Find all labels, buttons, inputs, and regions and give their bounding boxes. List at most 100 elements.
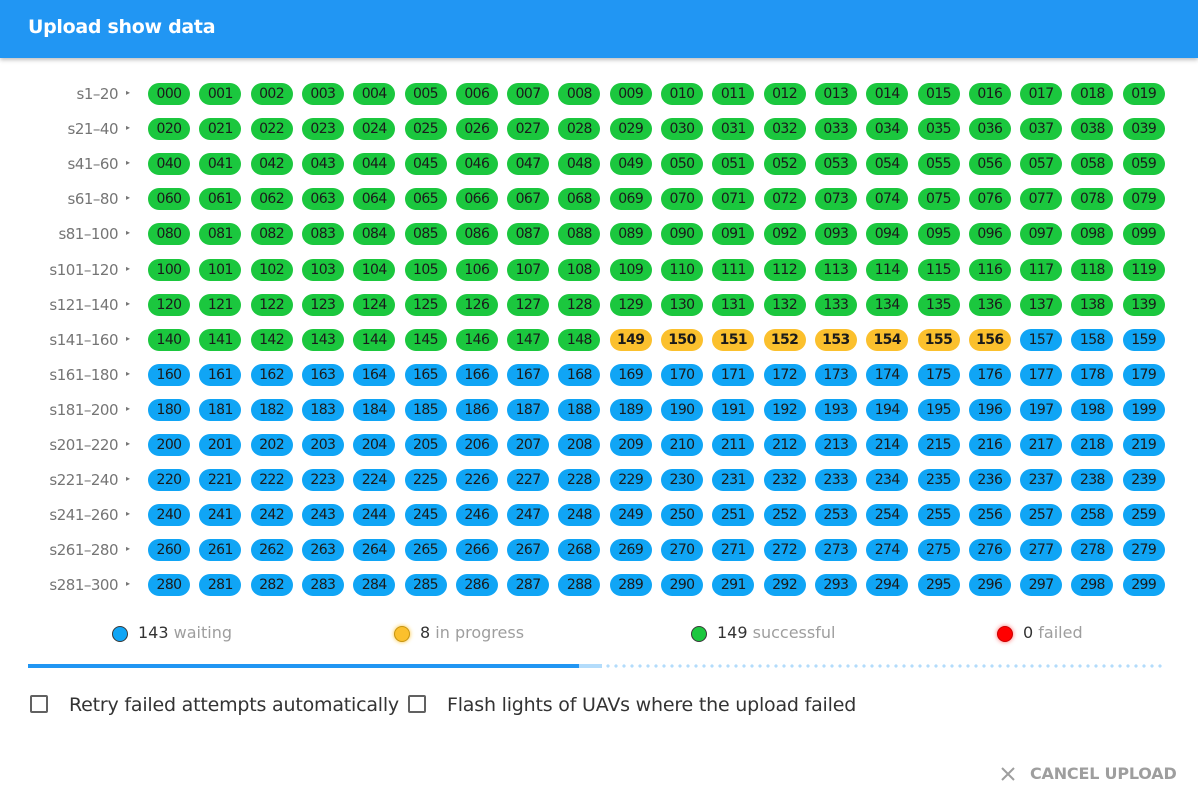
uav-chip[interactable]: 114 bbox=[866, 258, 909, 281]
uav-chip[interactable]: 256 bbox=[968, 504, 1011, 527]
uav-chip[interactable]: 267 bbox=[507, 539, 550, 562]
uav-chip[interactable]: 257 bbox=[1020, 504, 1063, 527]
uav-chip[interactable]: 191 bbox=[712, 398, 755, 421]
uav-chip[interactable]: 073 bbox=[814, 188, 857, 211]
uav-chip[interactable]: 145 bbox=[404, 328, 447, 351]
uav-chip[interactable]: 041 bbox=[199, 153, 242, 176]
uav-chip[interactable]: 033 bbox=[814, 118, 857, 141]
uav-chip[interactable]: 196 bbox=[968, 398, 1011, 421]
uav-chip[interactable]: 275 bbox=[917, 539, 960, 562]
uav-chip[interactable]: 046 bbox=[455, 153, 498, 176]
triangle-right-icon[interactable]: ▸ bbox=[126, 368, 131, 378]
uav-chip[interactable]: 069 bbox=[609, 188, 652, 211]
uav-chip[interactable]: 084 bbox=[353, 223, 396, 246]
uav-chip[interactable]: 120 bbox=[148, 293, 190, 316]
uav-chip[interactable]: 165 bbox=[404, 363, 447, 386]
uav-chip[interactable]: 166 bbox=[455, 363, 498, 386]
uav-chip[interactable]: 193 bbox=[814, 398, 857, 421]
uav-chip[interactable]: 125 bbox=[404, 293, 447, 316]
uav-chip[interactable]: 209 bbox=[609, 434, 652, 456]
uav-chip[interactable]: 054 bbox=[866, 153, 909, 176]
uav-chip[interactable]: 021 bbox=[199, 118, 242, 141]
uav-chip[interactable]: 079 bbox=[1122, 188, 1165, 211]
uav-chip[interactable]: 049 bbox=[609, 153, 652, 176]
uav-chip[interactable]: 181 bbox=[199, 398, 242, 421]
uav-chip[interactable]: 025 bbox=[404, 118, 447, 141]
uav-chip[interactable]: 237 bbox=[1020, 469, 1063, 492]
uav-chip[interactable]: 018 bbox=[1071, 83, 1114, 105]
uav-chip[interactable]: 111 bbox=[712, 258, 755, 281]
uav-chip[interactable]: 265 bbox=[404, 539, 447, 562]
uav-chip[interactable]: 097 bbox=[1020, 223, 1063, 246]
uav-chip[interactable]: 185 bbox=[404, 398, 447, 421]
uav-chip[interactable]: 208 bbox=[558, 434, 601, 456]
uav-chip[interactable]: 174 bbox=[866, 363, 909, 386]
uav-chip[interactable]: 059 bbox=[1122, 153, 1165, 176]
uav-chip[interactable]: 172 bbox=[763, 363, 806, 386]
uav-chip[interactable]: 283 bbox=[301, 574, 344, 597]
uav-chip[interactable]: 142 bbox=[250, 328, 293, 351]
uav-chip[interactable]: 004 bbox=[353, 83, 396, 105]
uav-chip[interactable]: 062 bbox=[250, 188, 293, 211]
uav-chip[interactable]: 044 bbox=[353, 153, 396, 176]
uav-chip[interactable]: 017 bbox=[1020, 83, 1063, 105]
uav-chip[interactable]: 221 bbox=[199, 469, 242, 492]
uav-chip[interactable]: 022 bbox=[250, 118, 293, 141]
uav-chip[interactable]: 005 bbox=[404, 83, 447, 105]
uav-chip[interactable]: 087 bbox=[507, 223, 550, 246]
flash-label[interactable]: Flash lights of UAVs where the upload fa… bbox=[447, 694, 857, 716]
uav-chip[interactable]: 112 bbox=[763, 258, 806, 281]
uav-chip[interactable]: 063 bbox=[301, 188, 344, 211]
uav-chip[interactable]: 011 bbox=[712, 83, 755, 105]
uav-chip[interactable]: 055 bbox=[917, 153, 960, 176]
uav-chip[interactable]: 170 bbox=[661, 363, 703, 386]
uav-chip[interactable]: 190 bbox=[661, 398, 703, 421]
uav-chip[interactable]: 091 bbox=[712, 223, 755, 246]
uav-chip[interactable]: 076 bbox=[968, 188, 1011, 211]
uav-chip[interactable]: 085 bbox=[404, 223, 447, 246]
uav-chip[interactable]: 137 bbox=[1020, 293, 1063, 316]
uav-chip[interactable]: 147 bbox=[507, 328, 550, 351]
uav-chip[interactable]: 287 bbox=[507, 574, 550, 597]
uav-chip[interactable]: 206 bbox=[455, 434, 498, 456]
uav-chip[interactable]: 109 bbox=[609, 258, 652, 281]
uav-chip[interactable]: 045 bbox=[404, 153, 447, 176]
uav-chip[interactable]: 280 bbox=[148, 574, 190, 597]
uav-chip[interactable]: 015 bbox=[917, 83, 960, 105]
uav-chip[interactable]: 259 bbox=[1122, 504, 1165, 527]
uav-chip[interactable]: 031 bbox=[712, 118, 755, 141]
uav-chip[interactable]: 252 bbox=[763, 504, 806, 527]
uav-chip[interactable]: 136 bbox=[968, 293, 1011, 316]
uav-chip[interactable]: 150 bbox=[661, 328, 703, 351]
uav-chip[interactable]: 050 bbox=[661, 153, 703, 176]
uav-chip[interactable]: 138 bbox=[1071, 293, 1114, 316]
uav-chip[interactable]: 261 bbox=[199, 539, 242, 562]
uav-chip[interactable]: 127 bbox=[507, 293, 550, 316]
uav-chip[interactable]: 103 bbox=[301, 258, 344, 281]
uav-chip[interactable]: 156 bbox=[968, 328, 1011, 351]
uav-chip[interactable]: 192 bbox=[763, 398, 806, 421]
uav-chip[interactable]: 161 bbox=[199, 363, 242, 386]
uav-chip[interactable]: 094 bbox=[866, 223, 909, 246]
uav-chip[interactable]: 143 bbox=[301, 328, 344, 351]
uav-chip[interactable]: 101 bbox=[199, 258, 242, 281]
uav-chip[interactable]: 129 bbox=[609, 293, 652, 316]
uav-chip[interactable]: 123 bbox=[301, 293, 344, 316]
uav-chip[interactable]: 036 bbox=[968, 118, 1011, 141]
uav-chip[interactable]: 051 bbox=[712, 153, 755, 176]
uav-chip[interactable]: 276 bbox=[968, 539, 1011, 562]
uav-chip[interactable]: 118 bbox=[1071, 258, 1114, 281]
uav-chip[interactable]: 007 bbox=[507, 83, 550, 105]
uav-chip[interactable]: 144 bbox=[353, 328, 396, 351]
uav-chip[interactable]: 173 bbox=[814, 363, 857, 386]
retry-checkbox[interactable] bbox=[30, 695, 48, 713]
uav-chip[interactable]: 159 bbox=[1122, 328, 1165, 351]
uav-chip[interactable]: 234 bbox=[866, 469, 909, 492]
uav-chip[interactable]: 264 bbox=[353, 539, 396, 562]
uav-chip[interactable]: 246 bbox=[455, 504, 498, 527]
uav-chip[interactable]: 292 bbox=[763, 574, 806, 597]
uav-chip[interactable]: 200 bbox=[148, 434, 190, 456]
uav-chip[interactable]: 124 bbox=[353, 293, 396, 316]
uav-chip[interactable]: 298 bbox=[1071, 574, 1114, 597]
uav-chip[interactable]: 163 bbox=[301, 363, 344, 386]
